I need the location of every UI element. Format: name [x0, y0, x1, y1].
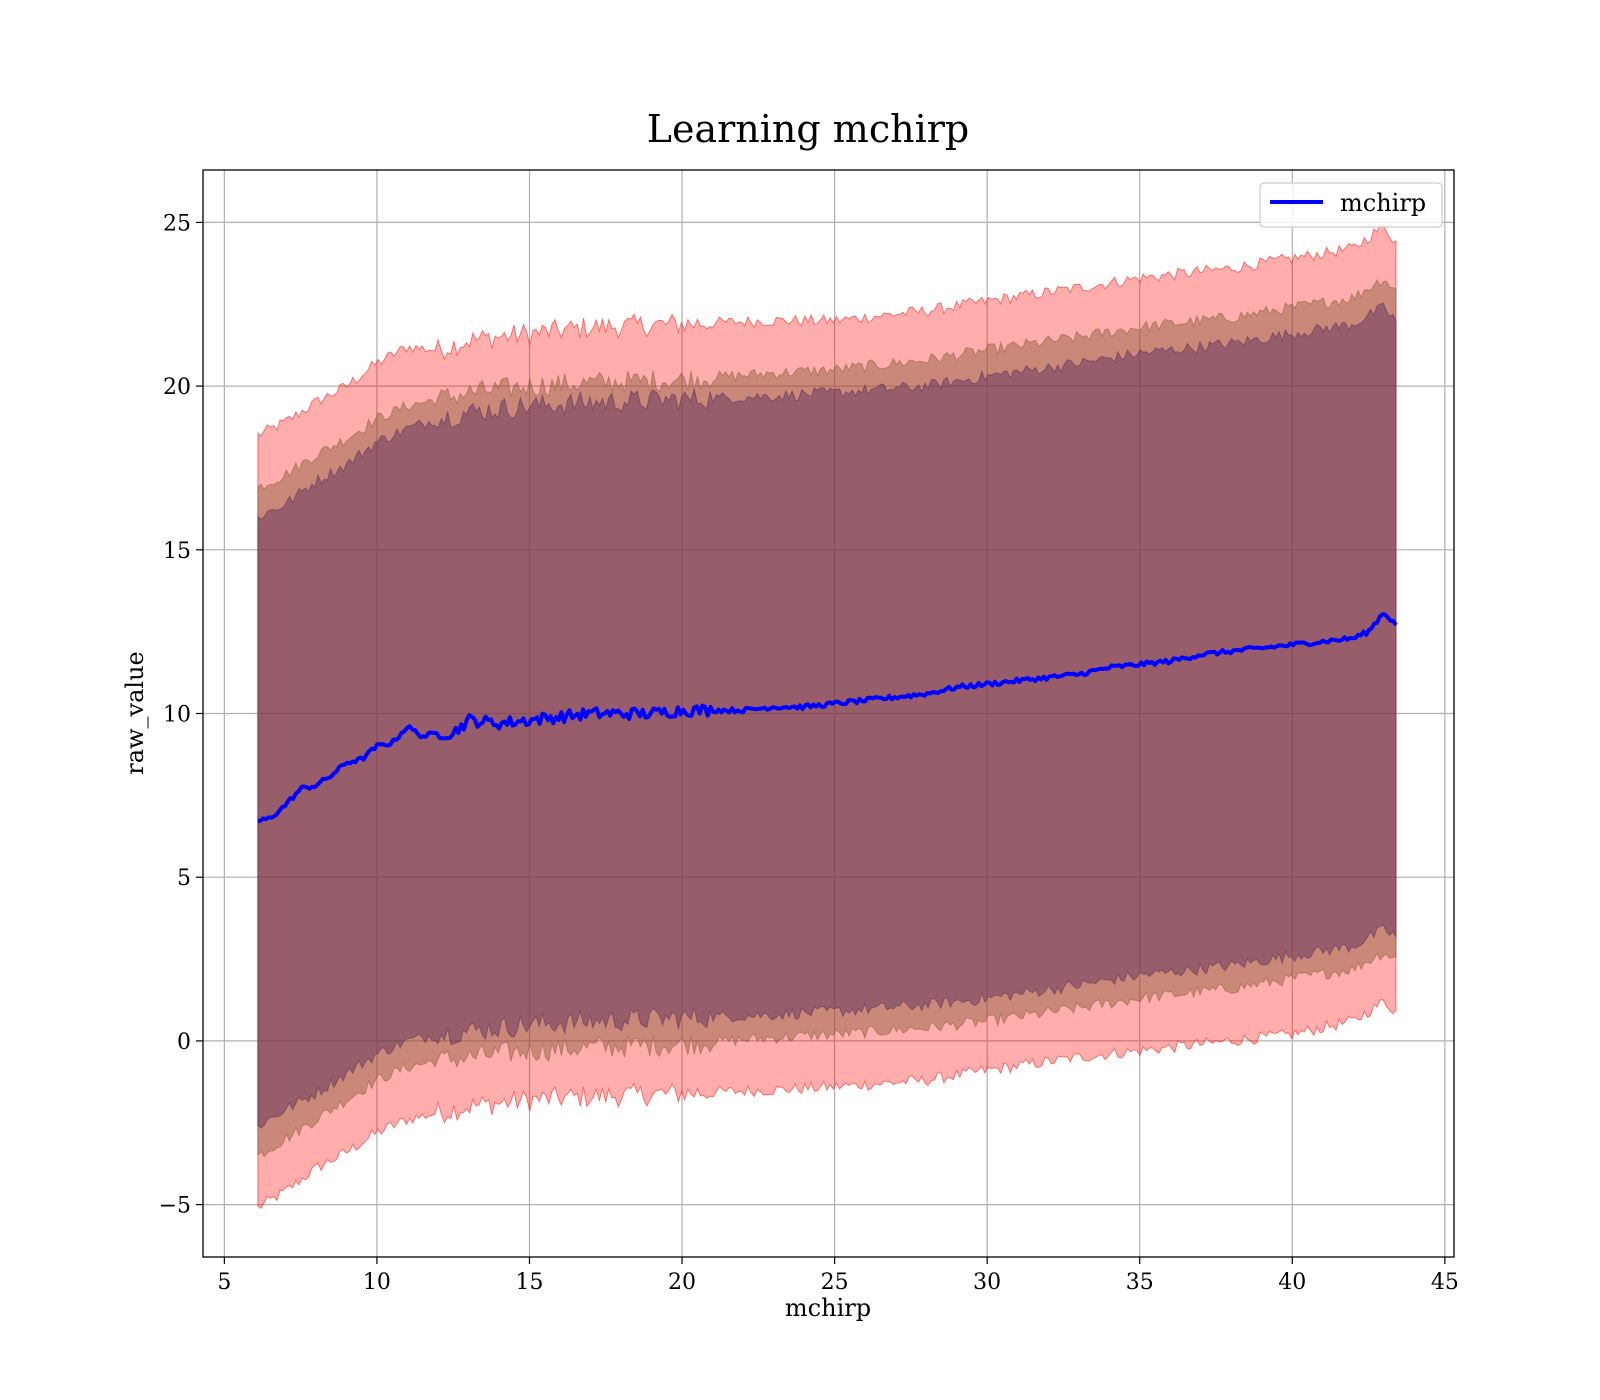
confidence-band-2: [257, 278, 1397, 1158]
series-lines: [257, 612, 1398, 824]
y-tick-label: 15: [163, 539, 191, 564]
confidence-band-3: [257, 302, 1397, 1129]
x-axis-ticks: 5 10 15 20 25 30 35 40 45: [217, 1257, 1459, 1295]
series-line-mchirp: [257, 612, 1398, 824]
x-tick-label: 40: [1278, 1270, 1306, 1295]
y-tick-label: 5: [177, 866, 191, 891]
x-tick-label: 30: [973, 1270, 1001, 1295]
x-tick-label: 25: [821, 1270, 849, 1295]
y-tick-label: −5: [159, 1194, 191, 1219]
y-tick-label: 0: [177, 1030, 191, 1055]
legend-label-mchirp: mchirp: [1340, 189, 1426, 217]
x-tick-label: 10: [363, 1270, 391, 1295]
confidence-bands: [257, 223, 1397, 1210]
x-tick-label: 35: [1126, 1270, 1154, 1295]
legend: mchirp: [1259, 182, 1443, 228]
y-tick-label: 10: [163, 703, 191, 728]
x-tick-label: 20: [668, 1270, 696, 1295]
x-tick-label: 45: [1431, 1270, 1459, 1295]
grid: [203, 170, 1454, 1257]
x-axis-label: mchirp: [785, 1294, 871, 1322]
confidence-band-1: [257, 223, 1397, 1210]
legend-box: [1259, 182, 1443, 228]
y-tick-label: 20: [163, 375, 191, 400]
x-tick-label: 5: [217, 1270, 231, 1295]
y-axis-label: raw_value: [121, 651, 149, 775]
y-tick-label: 25: [163, 211, 191, 236]
chart-title: Learning mchirp: [647, 107, 969, 151]
y-axis-ticks: −5 0 5 10 15 20 25: [159, 211, 203, 1219]
x-tick-label: 15: [515, 1270, 543, 1295]
